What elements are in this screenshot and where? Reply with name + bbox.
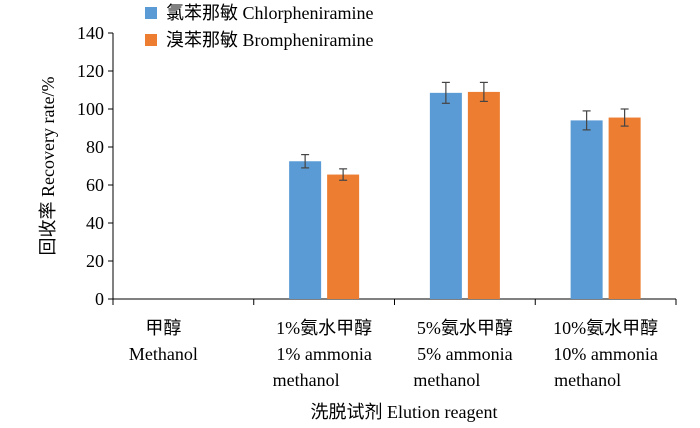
bars	[289, 81, 641, 300]
y-tick-label: 60	[86, 175, 104, 195]
axis-labels: 甲醇 Methanol 1%氨水甲醇 1% ammonia methanol 5%氨水甲醇…	[38, 77, 658, 422]
x-category-label: 5%氨水甲醇	[417, 318, 513, 338]
x-category-label: methanol	[413, 370, 480, 390]
bar-brompheniramine	[327, 174, 360, 299]
x-category-label: Methanol	[129, 344, 198, 364]
legend-swatch	[145, 34, 157, 46]
y-tick-label: 140	[77, 23, 104, 43]
x-category-label: 10%氨水甲醇	[553, 318, 658, 338]
y-tick-label: 40	[86, 213, 104, 233]
bar-chlorpheniramine	[429, 92, 462, 299]
bar-chlorpheniramine	[570, 120, 603, 300]
legend: 氯苯那敏 Chlorpheniramine 溴苯那敏 Brompheniramin…	[145, 3, 373, 50]
axes: 0 20 40 60 80 100 120 140	[77, 23, 677, 309]
x-axis-title: 洗脱试剂 Elution reagent	[311, 402, 498, 422]
x-category-label: methanol	[273, 370, 340, 390]
bar-brompheniramine	[608, 117, 641, 299]
y-tick-label: 100	[77, 99, 104, 119]
y-tick-label: 80	[86, 137, 104, 157]
bar-chlorpheniramine	[289, 161, 322, 299]
x-category-label: 甲醇	[145, 318, 181, 338]
bar-brompheniramine	[467, 91, 500, 300]
y-tick-label: 120	[77, 61, 104, 81]
x-category-label: 1%氨水甲醇	[276, 318, 372, 338]
y-axis-title: 回收率 Recovery rate/%	[38, 77, 58, 256]
legend-swatch	[145, 7, 157, 19]
legend-label: 溴苯那敏 Brompheniramine	[166, 30, 373, 50]
y-tick-label: 0	[95, 289, 104, 309]
x-category-label: 1% ammonia	[276, 344, 371, 364]
y-tick-label: 20	[86, 251, 104, 271]
x-category-label: methanol	[554, 370, 621, 390]
x-category-label: 10% ammonia	[553, 344, 657, 364]
x-category-label: 5% ammonia	[417, 344, 512, 364]
legend-label: 氯苯那敏 Chlorpheniramine	[166, 3, 373, 23]
